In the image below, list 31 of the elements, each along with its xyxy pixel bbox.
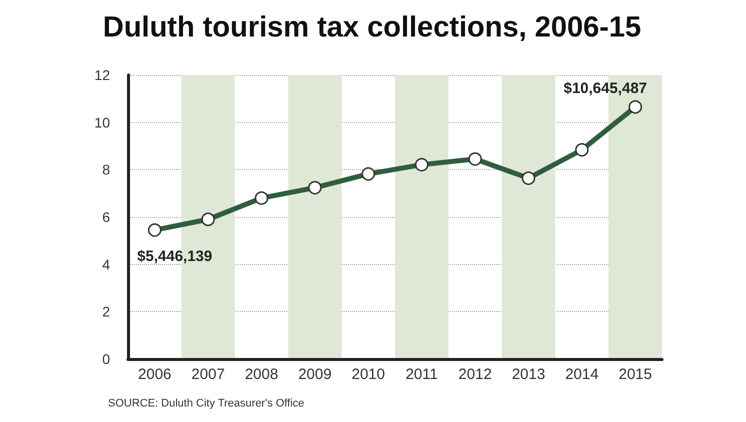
chart-title: Duluth tourism tax collections, 2006-15 <box>102 12 642 44</box>
y-tick-label: 6 <box>102 209 110 225</box>
x-tick-label: 2011 <box>406 366 438 383</box>
point <box>362 167 376 181</box>
x-tick-label: 2009 <box>298 366 332 383</box>
x-tick-label: 2008 <box>244 366 278 383</box>
point <box>468 152 482 166</box>
x-tick-label: 2015 <box>618 366 652 383</box>
x-tick-label: 2006 <box>138 366 172 383</box>
y-tick-label: 0 <box>102 351 110 367</box>
point <box>148 223 162 237</box>
y-tick-label: 10 <box>94 114 110 130</box>
y-tick-label: 8 <box>102 162 110 178</box>
x-tick-label: 2012 <box>458 366 492 383</box>
point <box>308 180 322 194</box>
annotation: $10,645,487 <box>564 80 648 97</box>
point <box>201 212 215 226</box>
x-tick-label: 2013 <box>512 366 546 383</box>
x-tick-label: 2014 <box>565 366 599 383</box>
point <box>522 171 536 185</box>
source-note: SOURCE: Duluth City Treasurer's Office <box>108 398 304 410</box>
annotation: $5,446,139 <box>137 248 212 266</box>
point <box>628 100 642 114</box>
point <box>414 158 428 172</box>
y-tick-label: 2 <box>102 304 110 320</box>
y-tick-label: 4 <box>102 256 110 272</box>
point <box>254 191 268 205</box>
point <box>575 143 589 157</box>
x-tick-label: 2007 <box>191 366 225 383</box>
y-tick-label: 12 <box>94 67 110 83</box>
x-tick-label: 2010 <box>352 366 385 383</box>
